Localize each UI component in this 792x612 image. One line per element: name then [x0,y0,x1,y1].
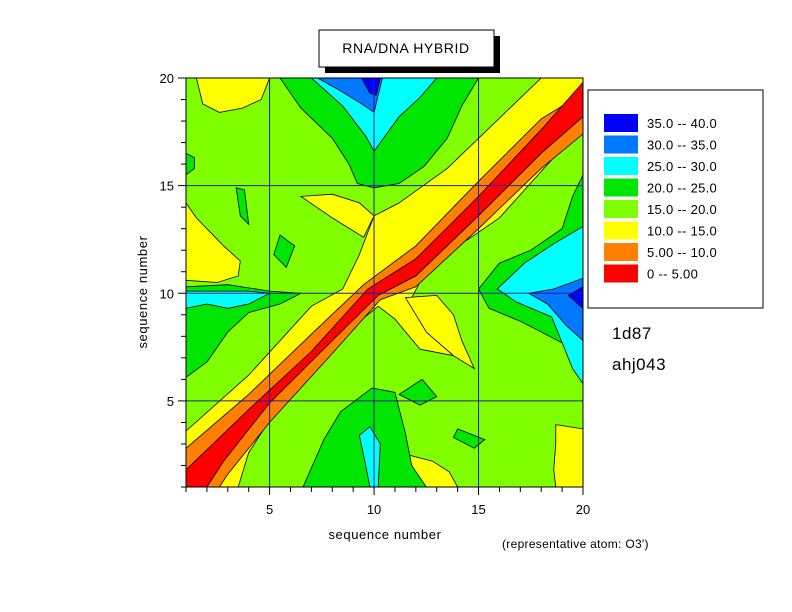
contour-green-isle-2 [235,187,250,226]
legend-swatch [604,157,638,175]
legend-swatch [604,178,638,197]
chart-title: RNA/DNA HYBRID [342,40,469,56]
pdb-id: 1d87 [612,324,652,343]
legend-label: 20.0 -- 25.0 [647,181,717,196]
legend-swatch [604,135,638,154]
y-axis: 5 10 15 20 [160,71,186,488]
legend-label: 25.0 -- 30.0 [647,159,717,174]
title-box [318,29,495,68]
x-tick-label: 5 [266,502,273,517]
contour-green-isle-3 [398,378,438,406]
legend-swatch [604,114,638,132]
plot-area [186,78,583,487]
plot-frame [185,77,584,488]
contour-green-isle-4 [452,428,486,449]
x-axis: 5 10 15 20 [185,487,590,517]
legend-label: 0 -- 5.00 [647,267,698,282]
legend-swatch [604,264,638,283]
legend-label: 10.0 -- 15.0 [647,224,717,239]
legend-swatch [604,221,638,240]
atom-note: (representative atom: O3') [502,537,649,551]
contour-green-isle-1 [273,234,296,269]
x-tick-label: 20 [576,502,590,517]
contour-cyan-left [186,290,271,309]
y-axis-label: sequence number [135,235,150,348]
legend: 35.0 -- 40.0 30.0 -- 35.0 25.0 -- 30.0 20.0… [604,114,717,283]
y-tick-label: 20 [160,71,174,86]
contour-darkblue-top [361,78,381,96]
x-tick-label: 15 [471,502,485,517]
contour-cyan-right [496,226,583,385]
gridlines [186,78,583,487]
contour-regions [186,78,583,487]
y-tick-label: 10 [160,286,174,301]
contour-cyan-bottom [358,426,381,487]
legend-label: 30.0 -- 35.0 [647,138,717,153]
legend-swatch [604,243,638,261]
contour-blue-right [527,277,583,342]
contour-yellow-left [186,202,241,283]
contour-red-diagonal [186,81,583,487]
legend-label: 15.0 -- 20.0 [647,202,717,217]
contour-green-left [186,284,303,378]
x-tick-label: 10 [367,502,381,517]
contour-yellow-top-left [195,78,271,113]
structure-code: ahj043 [612,355,666,374]
legend-label: 5.00 -- 10.0 [647,245,717,260]
x-axis-label: sequence number [328,527,441,542]
contour-yellow-lower-arm [404,294,476,370]
y-tick-label: 5 [167,394,174,409]
contour-green-edge-left [186,152,195,176]
contour-darkblue-right [567,286,583,309]
legend-label: 35.0 -- 40.0 [647,116,717,131]
contour-yellow-bottom-right [553,424,583,487]
legend-swatch [604,200,638,218]
y-tick-label: 15 [160,179,174,194]
